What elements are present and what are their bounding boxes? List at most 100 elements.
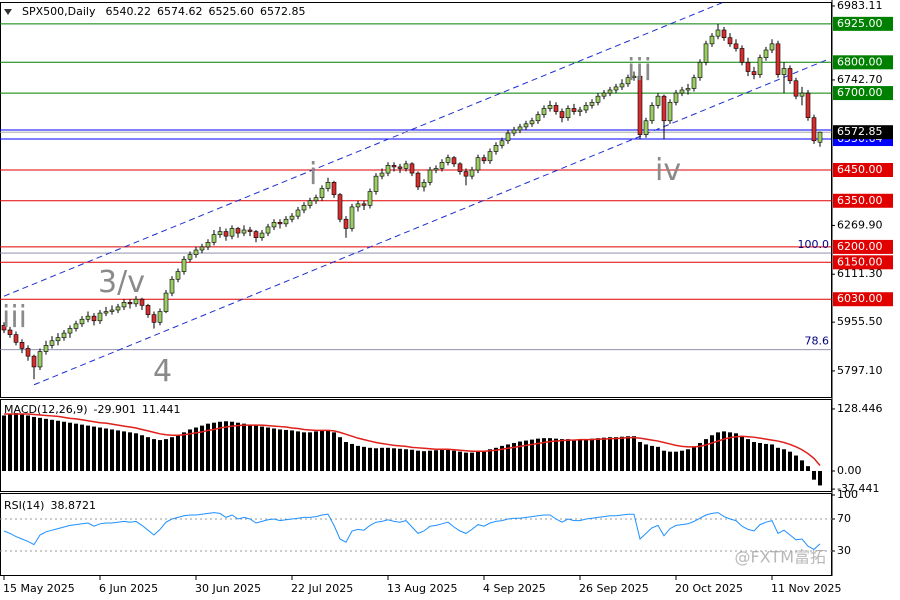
- candle-body: [1, 325, 7, 331]
- candle-body: [475, 157, 481, 171]
- candle-body: [691, 77, 697, 89]
- x-tick-label: 15 May 2025: [3, 582, 75, 595]
- macd-bar: [536, 438, 540, 471]
- macd-bar: [188, 429, 192, 471]
- macd-bar: [770, 444, 774, 471]
- candle-body: [343, 218, 349, 229]
- macd-bar: [308, 432, 312, 471]
- macd-bar: [512, 442, 516, 471]
- candle-body: [697, 62, 703, 78]
- y-tick-label: 5955.50: [837, 315, 883, 328]
- candle-body: [187, 254, 193, 260]
- macd-bar: [806, 466, 810, 471]
- macd-bar: [542, 438, 546, 471]
- candle-body: [703, 43, 709, 63]
- candle-body: [355, 203, 361, 208]
- candle-body: [61, 332, 67, 338]
- macd-bar: [818, 470, 822, 486]
- candle-body: [649, 105, 655, 122]
- macd-bar: [530, 439, 534, 471]
- candle-body: [661, 95, 667, 122]
- macd-bar: [686, 449, 690, 471]
- y-tick-label: 6742.70: [837, 73, 883, 86]
- candle-body: [169, 278, 175, 294]
- y-tick-label: 100: [837, 488, 858, 501]
- y-tick-label: 6269.90: [837, 218, 883, 231]
- x-tick-label: 26 Sep 2025: [579, 582, 649, 595]
- macd-bar: [242, 423, 246, 471]
- symbol: SPX500,Daily: [22, 5, 96, 18]
- macd-bar: [716, 432, 720, 471]
- candle-body: [73, 323, 79, 329]
- macd-bar: [416, 450, 420, 471]
- macd-bar: [788, 451, 792, 471]
- macd-bar: [230, 421, 234, 471]
- macd-bar: [284, 429, 288, 471]
- macd-bar: [524, 440, 528, 471]
- chart-header: SPX500,Daily 6540.22 6574.62 6525.60 6572.85: [22, 5, 305, 18]
- macd-bar: [272, 428, 276, 471]
- macd-bar: [128, 432, 132, 471]
- macd-bar: [68, 422, 72, 471]
- candle-body: [325, 182, 331, 189]
- candle-body: [49, 340, 55, 346]
- macd-bar: [356, 445, 360, 471]
- level-tag: [833, 86, 893, 101]
- candle-body: [193, 249, 199, 255]
- macd-bar: [434, 450, 438, 471]
- candle-body: [199, 246, 205, 251]
- wave-label: iii: [2, 300, 27, 335]
- candle-body: [457, 163, 463, 172]
- macd-bar: [752, 442, 756, 471]
- candle-body: [223, 231, 229, 237]
- macd-bar: [668, 451, 672, 471]
- candle-body: [175, 271, 181, 280]
- candle-body: [727, 37, 733, 45]
- level-tag: [833, 193, 893, 208]
- candle-body: [265, 226, 271, 234]
- menu-arrow: [4, 9, 12, 15]
- macd-bar: [92, 426, 96, 471]
- x-tick-label: 4 Sep 2025: [483, 582, 546, 595]
- x-tick-label: 30 Jun 2025: [195, 582, 261, 595]
- macd-bar: [644, 444, 648, 471]
- candle-body: [811, 117, 817, 142]
- candle-body: [361, 203, 367, 206]
- candle-body: [301, 205, 307, 211]
- candle-body: [181, 258, 187, 272]
- macd-bar: [392, 448, 396, 471]
- candle-body: [559, 111, 565, 118]
- candle-body: [805, 92, 811, 118]
- level-label: 6030.00: [837, 292, 883, 305]
- macd-bar: [518, 441, 522, 471]
- candle-body: [619, 83, 625, 88]
- macd-bar: [746, 439, 750, 471]
- candle-body: [481, 157, 487, 162]
- candle-body: [283, 218, 289, 225]
- candle-body: [631, 75, 637, 78]
- close: 6572.85: [260, 5, 306, 18]
- candle-body: [241, 229, 247, 234]
- candle-body: [385, 165, 391, 174]
- candle-body: [517, 126, 523, 131]
- candle-body: [787, 68, 793, 82]
- macd-bar: [680, 450, 684, 471]
- macd-bar: [728, 432, 732, 471]
- macd-bar: [296, 431, 300, 471]
- candle-body: [523, 123, 529, 128]
- candle-body: [205, 242, 211, 248]
- macd-bar: [140, 435, 144, 471]
- candle-body: [55, 337, 61, 342]
- level-label: 6350.00: [837, 194, 883, 207]
- macd-bar: [110, 429, 114, 471]
- macd-bar: [146, 437, 150, 471]
- candle-body: [115, 306, 121, 311]
- candle-body: [577, 109, 583, 112]
- macd-bar: [776, 447, 780, 471]
- level-label: 6200.00: [837, 240, 883, 253]
- level-label: 6700.00: [837, 86, 883, 99]
- y-tick-label: 70: [837, 512, 851, 525]
- candle-body: [679, 89, 685, 94]
- macd-bar: [32, 416, 36, 471]
- y-tick-label: 128.446: [837, 402, 883, 415]
